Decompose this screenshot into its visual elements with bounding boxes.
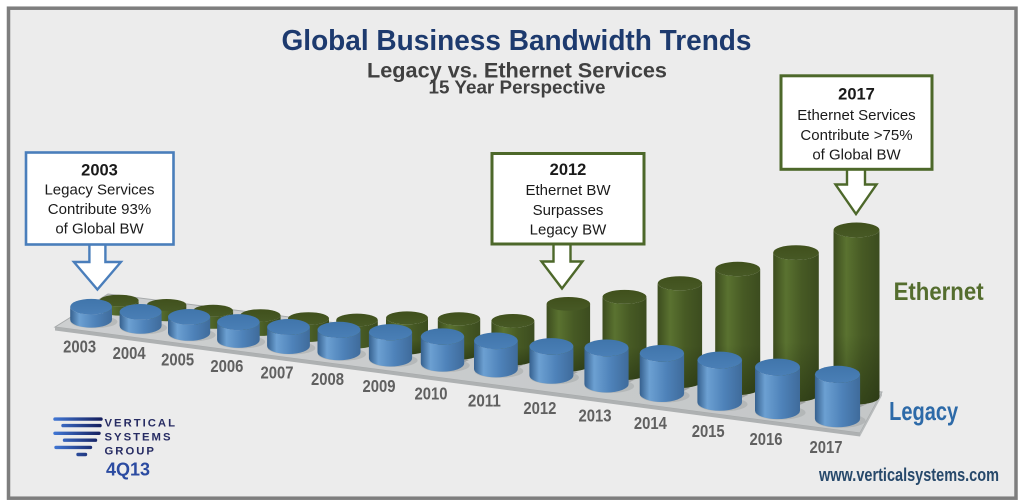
svg-text:www.verticalsystems.com: www.verticalsystems.com [818, 465, 999, 485]
svg-text:2014: 2014 [634, 413, 667, 433]
svg-text:SYSTEMS: SYSTEMS [105, 432, 173, 444]
svg-text:2017: 2017 [838, 86, 875, 104]
svg-text:15 Year Perspective: 15 Year Perspective [429, 78, 606, 98]
svg-text:VERTICAL: VERTICAL [105, 418, 178, 430]
svg-text:4Q13: 4Q13 [106, 460, 150, 480]
svg-text:Contribute 93%: Contribute 93% [48, 201, 151, 218]
svg-text:2006: 2006 [210, 356, 243, 376]
svg-text:Legacy Services: Legacy Services [44, 182, 154, 199]
svg-text:2017: 2017 [810, 437, 843, 457]
svg-text:2009: 2009 [363, 376, 396, 396]
svg-text:Ethernet Services: Ethernet Services [797, 107, 915, 124]
svg-text:Ethernet: Ethernet [894, 278, 985, 306]
svg-text:Ethernet BW: Ethernet BW [525, 182, 611, 199]
svg-text:2008: 2008 [311, 369, 344, 389]
svg-text:GROUP: GROUP [105, 446, 156, 458]
svg-text:2016: 2016 [750, 429, 783, 449]
svg-text:2003: 2003 [63, 337, 96, 357]
svg-text:2010: 2010 [415, 383, 448, 403]
svg-text:of Global BW: of Global BW [55, 221, 144, 238]
svg-text:Legacy: Legacy [889, 396, 958, 426]
svg-text:Legacy BW: Legacy BW [530, 222, 608, 239]
svg-text:2004: 2004 [113, 343, 146, 363]
svg-text:Surpasses: Surpasses [533, 202, 604, 219]
svg-text:2013: 2013 [579, 406, 612, 426]
svg-text:2012: 2012 [550, 161, 587, 179]
svg-text:2015: 2015 [692, 421, 725, 441]
svg-text:Global Business Bandwidth Tren: Global Business Bandwidth Trends [282, 25, 752, 57]
svg-text:of Global BW: of Global BW [812, 147, 901, 164]
svg-text:2007: 2007 [261, 362, 294, 382]
svg-text:Contribute >75%: Contribute >75% [800, 127, 912, 144]
svg-text:2005: 2005 [161, 349, 194, 369]
svg-text:2012: 2012 [523, 398, 556, 418]
svg-text:2011: 2011 [468, 391, 501, 411]
svg-text:Legacy vs. Ethernet Services: Legacy vs. Ethernet Services [367, 60, 667, 83]
svg-text:2003: 2003 [81, 162, 118, 180]
